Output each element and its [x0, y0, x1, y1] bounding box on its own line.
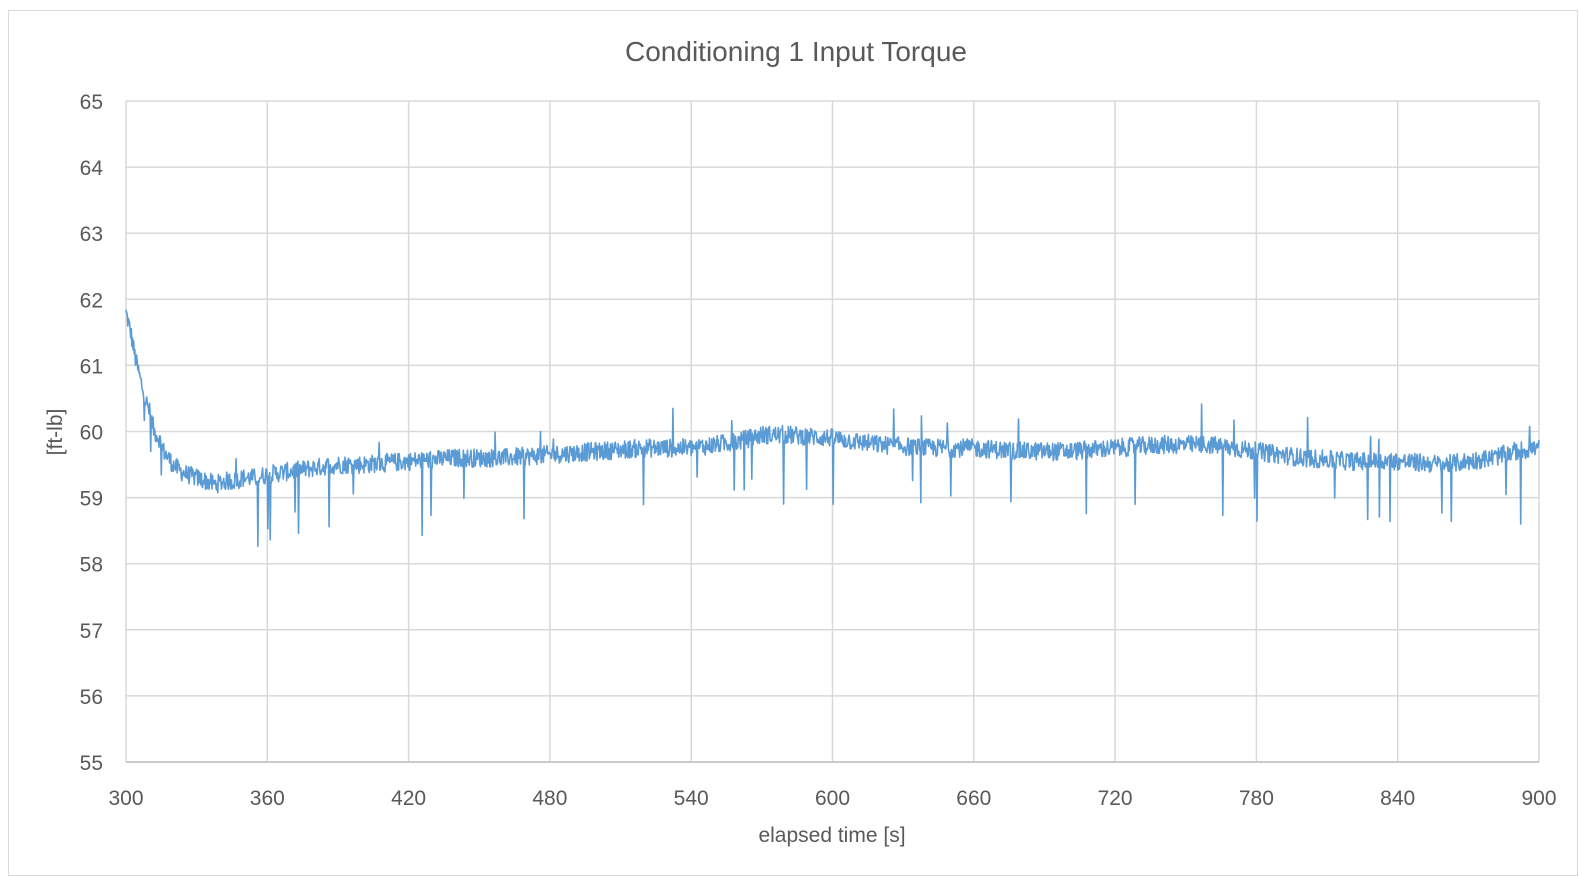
y-tick-label: 57: [80, 620, 103, 643]
x-tick-labels: 300 360 420 480 540 600 660 720 780 840 900: [108, 787, 1556, 810]
x-axis-title: elapsed time [s]: [758, 824, 905, 847]
x-tick-label: 360: [250, 787, 285, 810]
y-tick-label: 55: [80, 752, 103, 775]
y-tick-label: 61: [80, 355, 103, 378]
chart-title: Conditioning 1 Input Torque: [625, 36, 967, 67]
x-tick-label: 840: [1380, 787, 1415, 810]
y-tick-label: 58: [80, 554, 103, 577]
x-tick-label: 480: [532, 787, 567, 810]
x-tick-label: 300: [108, 787, 143, 810]
y-tick-label: 65: [80, 91, 103, 114]
y-tick-label: 56: [80, 686, 103, 709]
chart-svg: 300 360 420 480 540 600 660 720 780 840 900 55 56 57…: [44, 36, 1557, 847]
chart-frame: 300 360 420 480 540 600 660 720 780 840 900 55 56 57…: [8, 10, 1578, 876]
x-tick-label: 420: [391, 787, 426, 810]
y-tick-label: 63: [80, 223, 103, 246]
x-tick-label: 600: [815, 787, 850, 810]
y-axis-title: [ft-lb]: [44, 409, 67, 456]
x-tick-label: 720: [1098, 787, 1133, 810]
y-tick-labels: 55 56 57 58 59 60 61 62 63 64 65: [80, 91, 104, 775]
y-tick-label: 64: [80, 157, 104, 180]
series-line: [125, 309, 1540, 548]
x-tick-label: 900: [1521, 787, 1556, 810]
x-tick-label: 660: [956, 787, 991, 810]
y-tick-label: 59: [80, 488, 103, 511]
y-tick-label: 62: [80, 289, 103, 312]
x-tick-label: 540: [674, 787, 709, 810]
y-tick-label: 60: [80, 422, 103, 445]
x-tick-label: 780: [1239, 787, 1274, 810]
series-layer: [125, 309, 1540, 548]
